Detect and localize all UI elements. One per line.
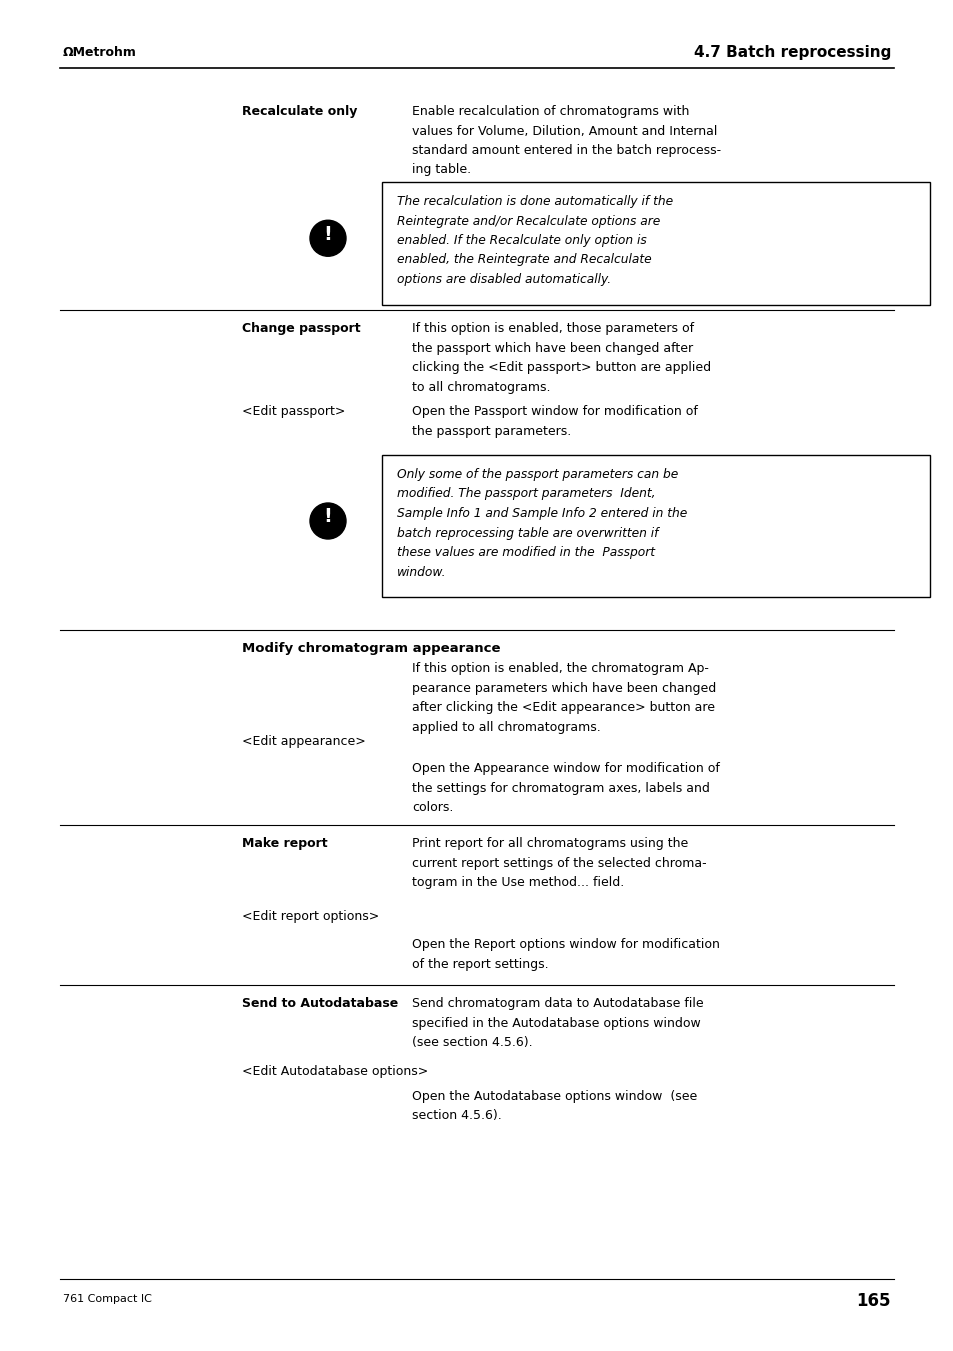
Text: enabled, the Reintegrate and Recalculate: enabled, the Reintegrate and Recalculate <box>396 254 651 266</box>
Text: togram in the Use method... field.: togram in the Use method... field. <box>412 875 623 889</box>
Text: values for Volume, Dilution, Amount and Internal: values for Volume, Dilution, Amount and … <box>412 124 717 138</box>
Text: of the report settings.: of the report settings. <box>412 958 548 970</box>
Circle shape <box>310 220 346 257</box>
Text: Make report: Make report <box>242 838 327 850</box>
Text: If this option is enabled, those parameters of: If this option is enabled, those paramet… <box>412 322 694 335</box>
FancyBboxPatch shape <box>381 455 929 597</box>
Text: applied to all chromatograms.: applied to all chromatograms. <box>412 720 600 734</box>
Text: Open the Autodatabase options window  (see: Open the Autodatabase options window (se… <box>412 1090 697 1102</box>
Text: !: ! <box>323 224 332 243</box>
Text: Enable recalculation of chromatograms with: Enable recalculation of chromatograms wi… <box>412 105 689 118</box>
Text: the passport parameters.: the passport parameters. <box>412 424 571 438</box>
Text: window.: window. <box>396 566 446 578</box>
Text: these values are modified in the  Passport: these values are modified in the Passpor… <box>396 546 655 559</box>
Text: after clicking the <Edit appearance> button are: after clicking the <Edit appearance> but… <box>412 701 714 713</box>
Text: the passport which have been changed after: the passport which have been changed aft… <box>412 342 693 354</box>
FancyBboxPatch shape <box>381 182 929 304</box>
Text: ing table.: ing table. <box>412 163 471 177</box>
Text: Open the Passport window for modification of: Open the Passport window for modificatio… <box>412 405 698 417</box>
Text: Send to Autodatabase: Send to Autodatabase <box>242 997 397 1011</box>
Text: options are disabled automatically.: options are disabled automatically. <box>396 273 611 286</box>
Text: specified in the Autodatabase options window: specified in the Autodatabase options wi… <box>412 1016 700 1029</box>
Text: batch reprocessing table are overwritten if: batch reprocessing table are overwritten… <box>396 527 658 539</box>
Text: Send chromatogram data to Autodatabase file: Send chromatogram data to Autodatabase f… <box>412 997 703 1011</box>
Text: Print report for all chromatograms using the: Print report for all chromatograms using… <box>412 838 687 850</box>
Text: <Edit passport>: <Edit passport> <box>242 405 345 417</box>
Text: Reintegrate and/or Recalculate options are: Reintegrate and/or Recalculate options a… <box>396 215 659 227</box>
Text: Modify chromatogram appearance: Modify chromatogram appearance <box>242 642 500 655</box>
Text: clicking the <Edit passport> button are applied: clicking the <Edit passport> button are … <box>412 361 710 374</box>
Text: 165: 165 <box>856 1292 890 1310</box>
Text: Only some of the passport parameters can be: Only some of the passport parameters can… <box>396 467 678 481</box>
Text: Open the Appearance window for modification of: Open the Appearance window for modificat… <box>412 762 720 775</box>
Text: (see section 4.5.6).: (see section 4.5.6). <box>412 1036 532 1048</box>
Text: If this option is enabled, the chromatogram Ap-: If this option is enabled, the chromatog… <box>412 662 708 676</box>
Text: standard amount entered in the batch reprocess-: standard amount entered in the batch rep… <box>412 145 720 157</box>
Text: Open the Report options window for modification: Open the Report options window for modif… <box>412 938 720 951</box>
Text: section 4.5.6).: section 4.5.6). <box>412 1109 501 1123</box>
Text: The recalculation is done automatically if the: The recalculation is done automatically … <box>396 195 673 208</box>
Text: current report settings of the selected chroma-: current report settings of the selected … <box>412 857 706 870</box>
Text: 761 Compact IC: 761 Compact IC <box>63 1294 152 1304</box>
Text: <Edit appearance>: <Edit appearance> <box>242 735 365 748</box>
Text: Sample Info 1 and Sample Info 2 entered in the: Sample Info 1 and Sample Info 2 entered … <box>396 507 686 520</box>
Text: pearance parameters which have been changed: pearance parameters which have been chan… <box>412 681 716 694</box>
Text: colors.: colors. <box>412 801 453 815</box>
Text: enabled. If the Recalculate only option is: enabled. If the Recalculate only option … <box>396 234 646 247</box>
Text: <Edit Autodatabase options>: <Edit Autodatabase options> <box>242 1065 428 1078</box>
Text: the settings for chromatogram axes, labels and: the settings for chromatogram axes, labe… <box>412 781 709 794</box>
Circle shape <box>310 503 346 539</box>
Text: <Edit report options>: <Edit report options> <box>242 911 379 923</box>
Text: Recalculate only: Recalculate only <box>242 105 357 118</box>
Text: ΩMetrohm: ΩMetrohm <box>63 46 136 58</box>
Text: Change passport: Change passport <box>242 322 360 335</box>
Text: !: ! <box>323 508 332 527</box>
Text: to all chromatograms.: to all chromatograms. <box>412 381 550 393</box>
Text: modified. The passport parameters  Ident,: modified. The passport parameters Ident, <box>396 488 655 500</box>
Text: 4.7 Batch reprocessing: 4.7 Batch reprocessing <box>693 45 890 59</box>
